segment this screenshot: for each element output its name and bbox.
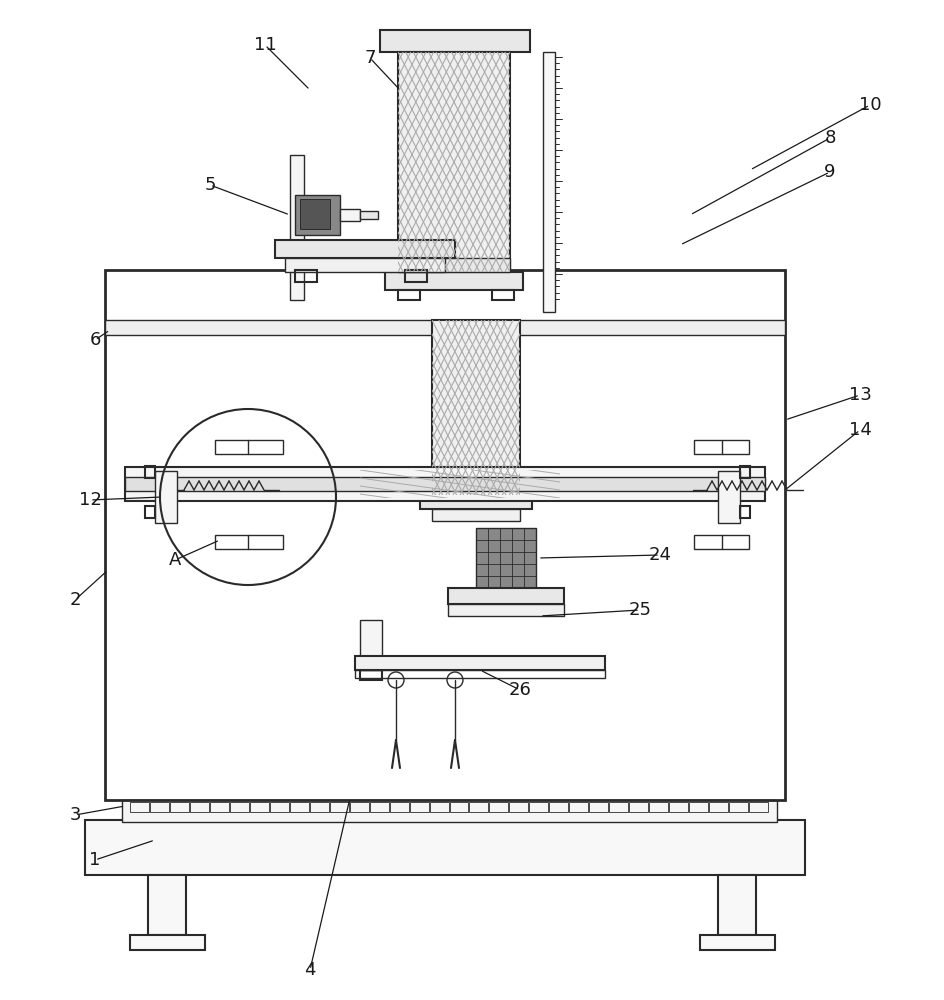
Bar [300, 199, 330, 229]
Bar [130, 802, 149, 812]
Bar [549, 802, 568, 812]
Bar [125, 477, 765, 491]
Bar [295, 195, 340, 235]
Text: 25: 25 [629, 601, 651, 619]
Bar [349, 802, 368, 812]
Bar [740, 506, 750, 518]
Bar [390, 802, 409, 812]
Bar [694, 440, 749, 454]
Bar [170, 802, 189, 812]
Bar [694, 535, 749, 549]
Bar [360, 470, 560, 498]
Bar [155, 471, 177, 523]
Bar [398, 290, 420, 300]
Bar [448, 588, 564, 604]
Bar [145, 466, 155, 478]
Text: 7: 7 [364, 49, 376, 67]
Text: 5: 5 [204, 176, 216, 194]
Bar [398, 52, 510, 272]
Bar [448, 604, 564, 616]
Bar [432, 509, 520, 521]
Bar [469, 802, 488, 812]
Text: 10: 10 [859, 96, 882, 114]
Bar [543, 52, 555, 312]
Bar [405, 270, 427, 282]
Bar [329, 802, 348, 812]
Bar [430, 802, 448, 812]
Bar [589, 802, 608, 812]
Text: 9: 9 [824, 163, 835, 181]
Text: 12: 12 [78, 491, 101, 509]
Bar [420, 495, 532, 509]
Text: A: A [169, 551, 181, 569]
Bar [355, 656, 605, 670]
Text: 11: 11 [254, 36, 277, 54]
Bar [250, 802, 269, 812]
Bar [700, 935, 775, 950]
Bar [510, 802, 529, 812]
Bar [360, 211, 378, 219]
Bar [718, 875, 756, 935]
Bar [85, 820, 805, 875]
Bar [122, 800, 777, 822]
Bar [105, 270, 785, 800]
Bar [310, 802, 329, 812]
Bar [630, 802, 649, 812]
Bar [718, 471, 740, 523]
Bar [290, 802, 309, 812]
Text: 6: 6 [90, 331, 101, 349]
Bar [150, 802, 169, 812]
Bar [432, 320, 520, 495]
Bar [275, 240, 455, 258]
Text: 3: 3 [69, 806, 81, 824]
Bar [229, 802, 249, 812]
Text: 4: 4 [304, 961, 315, 979]
Bar [569, 802, 588, 812]
Bar [709, 802, 728, 812]
Bar [360, 670, 382, 680]
Bar [385, 272, 523, 290]
Bar [210, 802, 228, 812]
Bar [410, 802, 429, 812]
Bar [145, 506, 155, 518]
Bar [729, 802, 748, 812]
Bar [449, 802, 468, 812]
Bar [380, 30, 530, 52]
Bar [669, 802, 688, 812]
Bar [489, 802, 509, 812]
Bar [270, 802, 289, 812]
Bar [215, 440, 283, 454]
Bar [285, 258, 445, 272]
Text: 8: 8 [824, 129, 835, 147]
Bar [130, 935, 205, 950]
Bar [295, 270, 317, 282]
Bar [740, 466, 750, 478]
Bar [105, 320, 785, 335]
Bar [492, 290, 514, 300]
Text: 1: 1 [90, 851, 101, 869]
Text: 26: 26 [509, 681, 531, 699]
Bar [340, 209, 360, 221]
Text: 13: 13 [849, 386, 871, 404]
Bar [125, 467, 765, 501]
Bar [649, 802, 668, 812]
Bar [476, 528, 536, 588]
Bar [432, 320, 520, 495]
Text: 14: 14 [849, 421, 871, 439]
Bar [398, 52, 510, 272]
Bar [609, 802, 628, 812]
Bar [398, 258, 510, 272]
Bar [148, 875, 186, 935]
Bar [215, 535, 283, 549]
Bar [360, 620, 382, 670]
Bar [355, 670, 605, 678]
Bar [370, 802, 389, 812]
Bar [689, 802, 708, 812]
Bar [190, 802, 209, 812]
Text: 2: 2 [69, 591, 81, 609]
Bar [749, 802, 768, 812]
Bar [530, 802, 548, 812]
Bar [290, 155, 304, 300]
Text: 24: 24 [649, 546, 671, 564]
